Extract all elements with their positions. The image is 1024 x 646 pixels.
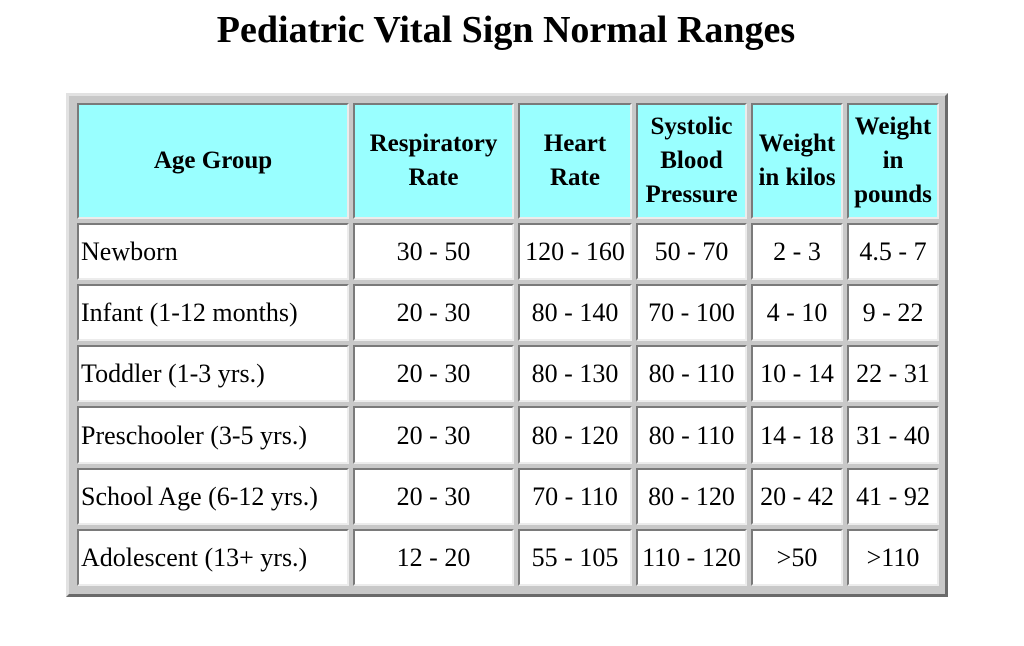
- table-row: Newborn 30 - 50 120 - 160 50 - 70 2 - 3 …: [77, 223, 939, 281]
- age-group-cell: Adolescent (13+ yrs.): [77, 528, 349, 586]
- weight-pounds-cell: 41 - 92: [847, 467, 939, 525]
- table-row: Preschooler (3-5 yrs.) 20 - 30 80 - 120 …: [77, 406, 939, 464]
- respiratory-rate-cell: 20 - 30: [353, 406, 514, 464]
- heart-rate-cell: 80 - 130: [518, 345, 632, 403]
- table-row: Toddler (1-3 yrs.) 20 - 30 80 - 130 80 -…: [77, 345, 939, 403]
- respiratory-rate-cell: 12 - 20: [353, 528, 514, 586]
- weight-pounds-cell: 9 - 22: [847, 284, 939, 342]
- column-header-respiratory-rate: Respiratory Rate: [353, 103, 514, 219]
- header-row: Age Group Respiratory Rate Heart Rate Sy…: [77, 103, 939, 219]
- heart-rate-cell: 120 - 160: [518, 223, 632, 281]
- column-header-age-group: Age Group: [77, 103, 349, 219]
- heart-rate-cell: 80 - 140: [518, 284, 632, 342]
- respiratory-rate-cell: 30 - 50: [353, 223, 514, 281]
- systolic-bp-cell: 70 - 100: [636, 284, 747, 342]
- vital-signs-table-frame: Age Group Respiratory Rate Heart Rate Sy…: [66, 93, 948, 597]
- age-group-cell: Toddler (1-3 yrs.): [77, 345, 349, 403]
- page-title: Pediatric Vital Sign Normal Ranges: [216, 9, 796, 51]
- age-group-cell: Newborn: [77, 223, 349, 281]
- respiratory-rate-cell: 20 - 30: [353, 345, 514, 403]
- heart-rate-cell: 80 - 120: [518, 406, 632, 464]
- weight-pounds-cell: 4.5 - 7: [847, 223, 939, 281]
- weight-pounds-cell: 22 - 31: [847, 345, 939, 403]
- respiratory-rate-cell: 20 - 30: [353, 467, 514, 525]
- systolic-bp-cell: 80 - 110: [636, 406, 747, 464]
- heart-rate-cell: 70 - 110: [518, 467, 632, 525]
- table-row: Infant (1-12 months) 20 - 30 80 - 140 70…: [77, 284, 939, 342]
- systolic-bp-cell: 50 - 70: [636, 223, 747, 281]
- weight-kilos-cell: 4 - 10: [751, 284, 843, 342]
- age-group-cell: School Age (6-12 yrs.): [77, 467, 349, 525]
- systolic-bp-cell: 80 - 110: [636, 345, 747, 403]
- systolic-bp-cell: 80 - 120: [636, 467, 747, 525]
- systolic-bp-cell: 110 - 120: [636, 528, 747, 586]
- weight-kilos-cell: 20 - 42: [751, 467, 843, 525]
- weight-kilos-cell: 10 - 14: [751, 345, 843, 403]
- column-header-systolic-blood-pressure: Systolic Blood Pressure: [636, 103, 747, 219]
- vital-signs-table: Age Group Respiratory Rate Heart Rate Sy…: [73, 99, 943, 590]
- age-group-cell: Preschooler (3-5 yrs.): [77, 406, 349, 464]
- weight-pounds-cell: 31 - 40: [847, 406, 939, 464]
- age-group-cell: Infant (1-12 months): [77, 284, 349, 342]
- weight-pounds-cell: >110: [847, 528, 939, 586]
- column-header-heart-rate: Heart Rate: [518, 103, 632, 219]
- respiratory-rate-cell: 20 - 30: [353, 284, 514, 342]
- weight-kilos-cell: 2 - 3: [751, 223, 843, 281]
- column-header-weight-kilos: Weight in kilos: [751, 103, 843, 219]
- heart-rate-cell: 55 - 105: [518, 528, 632, 586]
- weight-kilos-cell: 14 - 18: [751, 406, 843, 464]
- table-row: Adolescent (13+ yrs.) 12 - 20 55 - 105 1…: [77, 528, 939, 586]
- table-row: School Age (6-12 yrs.) 20 - 30 70 - 110 …: [77, 467, 939, 525]
- column-header-weight-pounds: Weight in pounds: [847, 103, 939, 219]
- weight-kilos-cell: >50: [751, 528, 843, 586]
